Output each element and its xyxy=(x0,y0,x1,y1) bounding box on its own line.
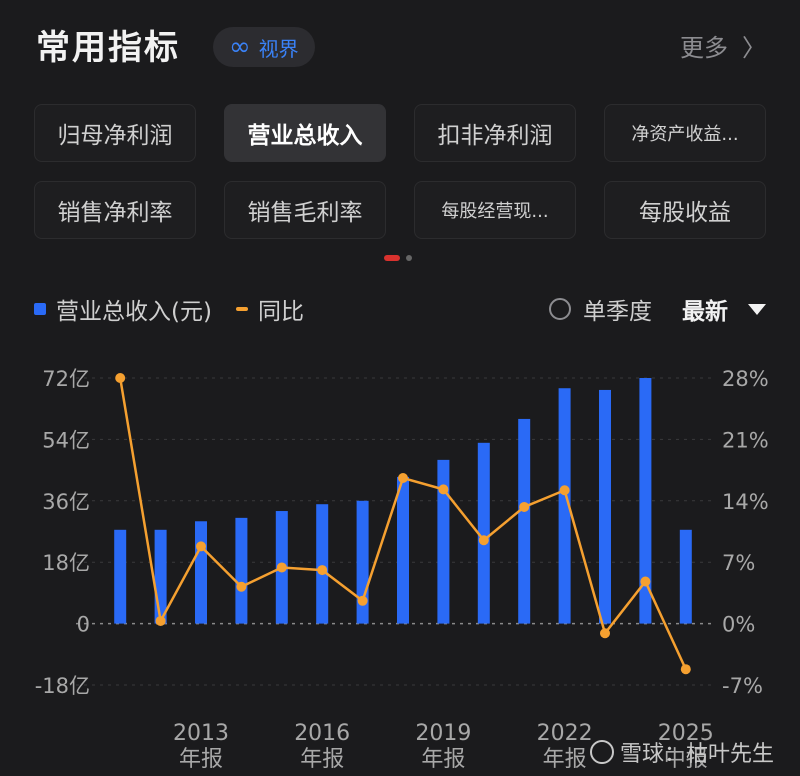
page-title: 常用指标 xyxy=(36,28,180,68)
tab-gross-margin[interactable]: 销售毛利率 xyxy=(224,181,386,239)
revenue-bar xyxy=(477,442,490,624)
yoy-point xyxy=(115,373,126,383)
left-axis-tick-label: 18亿 xyxy=(42,551,90,575)
yoy-point xyxy=(478,535,489,546)
tab-total-revenue[interactable]: 营业总收入 xyxy=(224,104,386,162)
sort-label[interactable]: 最新 xyxy=(682,299,728,325)
vision-chip[interactable]: ∞ 视界 xyxy=(213,27,315,67)
revenue-bar xyxy=(397,476,409,624)
chart-controls: 单季度 最新 xyxy=(549,292,766,326)
page-indicator xyxy=(384,255,412,261)
revenue-bar xyxy=(437,459,450,624)
bar-legend-label: 营业总收入(元) xyxy=(56,299,212,325)
yoy-point xyxy=(357,595,368,606)
caret-down-icon[interactable] xyxy=(748,303,766,315)
revenue-bar xyxy=(235,517,248,624)
x-axis-tick-year: 2013 xyxy=(173,721,229,746)
x-axis-tick-year: 2016 xyxy=(294,721,350,746)
tab-operating-cashflow-per-share[interactable]: 每股经营现... xyxy=(414,181,576,239)
season-label[interactable]: 单季度 xyxy=(583,299,652,325)
season-radio[interactable] xyxy=(549,298,571,320)
tab-deducted-net-profit[interactable]: 扣非净利润 xyxy=(414,104,576,162)
x-axis-tick-period: 年报 xyxy=(179,747,223,772)
yoy-point xyxy=(600,628,610,639)
infinity-icon: ∞ xyxy=(229,32,251,62)
revenue-bar xyxy=(558,388,571,624)
right-axis-tick-label: -7% xyxy=(722,674,763,698)
snowball-logo-icon xyxy=(589,740,614,764)
yoy-point xyxy=(640,576,651,587)
left-axis-tick-label: 54亿 xyxy=(42,428,90,452)
yoy-point xyxy=(519,501,530,512)
right-axis-tick-label: 7% xyxy=(722,551,755,575)
vision-label: 视界 xyxy=(258,36,299,61)
revenue-bar xyxy=(114,529,127,624)
x-axis-tick-period: 中报 xyxy=(664,747,708,772)
yoy-point xyxy=(398,472,408,483)
left-axis-tick-label: 0 xyxy=(77,613,90,637)
yoy-point xyxy=(236,581,247,592)
tab-roe[interactable]: 净资产收益... xyxy=(604,104,766,162)
bar-legend-swatch xyxy=(34,303,46,315)
watermark: 雪球：枯叶先生 xyxy=(589,736,774,768)
yoy-point xyxy=(680,664,691,675)
chevron-right-icon: 〉 xyxy=(742,34,766,62)
line-legend-label: 同比 xyxy=(257,299,304,325)
x-axis-tick-year: 2019 xyxy=(415,721,471,746)
revenue-bar xyxy=(639,378,652,624)
left-axis-tick-label: 36亿 xyxy=(42,490,90,514)
tab-net-profit[interactable]: 归母净利润 xyxy=(34,104,196,162)
revenue-bar xyxy=(599,389,611,624)
revenue-chart: 72亿54亿36亿18亿0-18亿28%21%14%7%0%-7%2013年报2… xyxy=(35,367,769,772)
x-axis-tick-year: 2025 xyxy=(658,721,714,746)
right-axis-tick-label: 21% xyxy=(722,428,769,452)
more-label: 更多 xyxy=(680,34,728,62)
yoy-point xyxy=(196,541,206,552)
chart-legend: 营业总收入(元) 同比 xyxy=(34,292,304,326)
right-axis-tick-label: 28% xyxy=(722,367,769,391)
tab-eps[interactable]: 每股收益 xyxy=(604,181,766,239)
watermark-text: 雪球：枯叶先生 xyxy=(619,742,774,767)
header: 常用指标 ∞ 视界 更多 〉 xyxy=(0,0,800,90)
page-dot-active xyxy=(384,255,400,261)
more-link[interactable]: 更多 〉 xyxy=(680,28,766,63)
right-axis-tick-label: 0% xyxy=(722,613,755,637)
x-axis-tick-period: 年报 xyxy=(421,747,465,772)
x-axis-tick-period: 年报 xyxy=(543,747,587,772)
left-axis-tick-label: 72亿 xyxy=(42,367,90,391)
yoy-point xyxy=(276,562,287,573)
yoy-point xyxy=(317,565,328,576)
yoy-point xyxy=(155,615,166,626)
revenue-bar xyxy=(518,418,531,624)
yoy-point xyxy=(559,485,570,496)
right-axis-tick-label: 14% xyxy=(722,490,769,514)
x-axis-tick-period: 年报 xyxy=(300,747,344,772)
yoy-point xyxy=(438,484,449,495)
page-dot[interactable] xyxy=(406,255,412,261)
revenue-bar xyxy=(154,529,167,624)
revenue-bar xyxy=(679,529,692,624)
tab-net-margin[interactable]: 销售净利率 xyxy=(34,181,196,239)
revenue-bar xyxy=(195,521,207,624)
x-axis-tick-year: 2022 xyxy=(537,721,593,746)
revenue-bar xyxy=(316,504,329,624)
line-legend-swatch xyxy=(235,307,248,311)
left-axis-tick-label: -18亿 xyxy=(35,674,90,698)
